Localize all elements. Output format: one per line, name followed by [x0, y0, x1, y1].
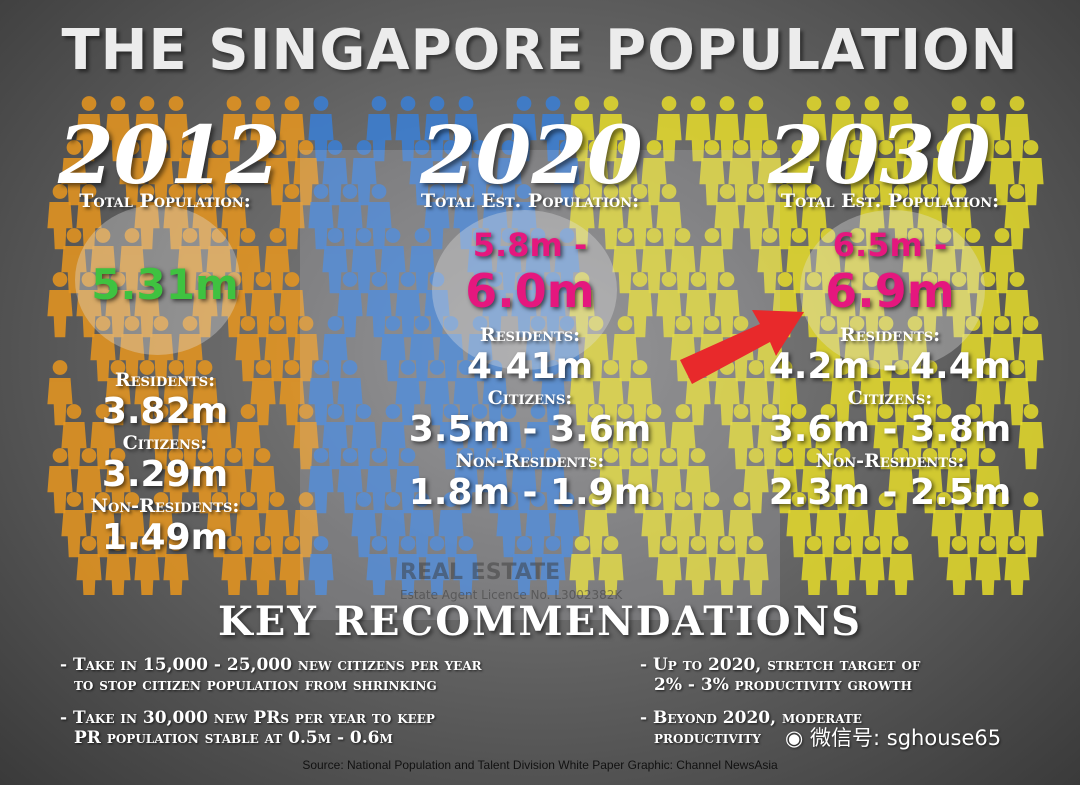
total-population-value-upper: 6.9m	[825, 264, 955, 318]
recommendations-title: KEY RECOMMENDATIONS	[217, 598, 863, 645]
non-residents-value: 1.8m - 1.9m	[408, 472, 652, 513]
recommendation-item: - Up to 2020, stretch target of 2% - 3% …	[640, 655, 921, 695]
residents-value: 4.2m - 4.4m	[768, 346, 1012, 387]
column-2030: Total Est. Population: 6.5m - 6.9m Resid…	[730, 190, 1050, 513]
citizens-value: 3.5m - 3.6m	[408, 409, 652, 450]
watermark-panel	[300, 150, 780, 620]
residents-label: Residents:	[839, 324, 941, 346]
non-residents-value: 1.49m	[101, 517, 229, 558]
source-caption: Source: National Population and Talent D…	[302, 758, 778, 772]
person-figure	[888, 536, 914, 595]
total-population-label: Total Est. Population:	[780, 190, 1000, 212]
residents-label: Residents:	[114, 369, 216, 391]
total-population-value: 5.31m	[91, 260, 239, 309]
residents-label: Residents:	[479, 324, 581, 346]
page-title: THE SINGAPORE POPULATION	[61, 18, 1019, 83]
citizens-label: Citizens:	[122, 432, 208, 454]
wechat-watermark: ◉ 微信号: sghouse65	[785, 722, 1001, 752]
residents-value: 3.82m	[101, 391, 229, 432]
non-residents-value: 2.3m - 2.5m	[768, 472, 1012, 513]
watermark-name: REAL ESTATE	[400, 560, 561, 585]
total-population-value: 6.5m -	[832, 226, 948, 264]
recommendation-item: - Beyond 2020, moderate productivity	[640, 708, 862, 748]
column-2012: Total Population: 5.31m Residents: 3.82m…	[30, 190, 300, 558]
non-residents-label: Non-Residents:	[815, 450, 965, 472]
watermark-licence: Estate Agent Licence No. L3002382K	[400, 588, 623, 602]
citizens-value: 3.29m	[101, 454, 229, 495]
wechat-icon: ◉	[785, 726, 804, 750]
citizens-value: 3.6m - 3.8m	[768, 409, 1012, 450]
recommendation-item: - Take in 15,000 - 25,000 new citizens p…	[60, 655, 482, 695]
citizens-label: Citizens:	[487, 387, 573, 409]
total-population-value: 5.8m -	[472, 226, 588, 264]
non-residents-label: Non-Residents:	[90, 495, 240, 517]
residents-value: 4.41m	[466, 346, 594, 387]
year-2020: 2020	[420, 108, 643, 202]
highlight-bubble-2030	[800, 210, 985, 370]
wechat-id: 微信号: sghouse65	[810, 726, 1002, 750]
highlight-bubble-2020	[432, 210, 617, 370]
citizens-label: Citizens:	[847, 387, 933, 409]
total-population-label: Total Est. Population:	[420, 190, 640, 212]
recommendation-item: - Take in 30,000 new PRs per year to kee…	[60, 708, 435, 748]
column-2020: Total Est. Population: 5.8m - 6.0m Resid…	[370, 190, 690, 513]
total-population-value-upper: 6.0m	[465, 264, 595, 318]
total-population-label: Total Population:	[79, 190, 251, 212]
year-2030: 2030	[768, 108, 991, 202]
year-2012: 2012	[58, 108, 281, 202]
highlight-bubble-2012	[75, 205, 240, 355]
arrow-icon	[680, 310, 804, 384]
non-residents-label: Non-Residents:	[455, 450, 605, 472]
